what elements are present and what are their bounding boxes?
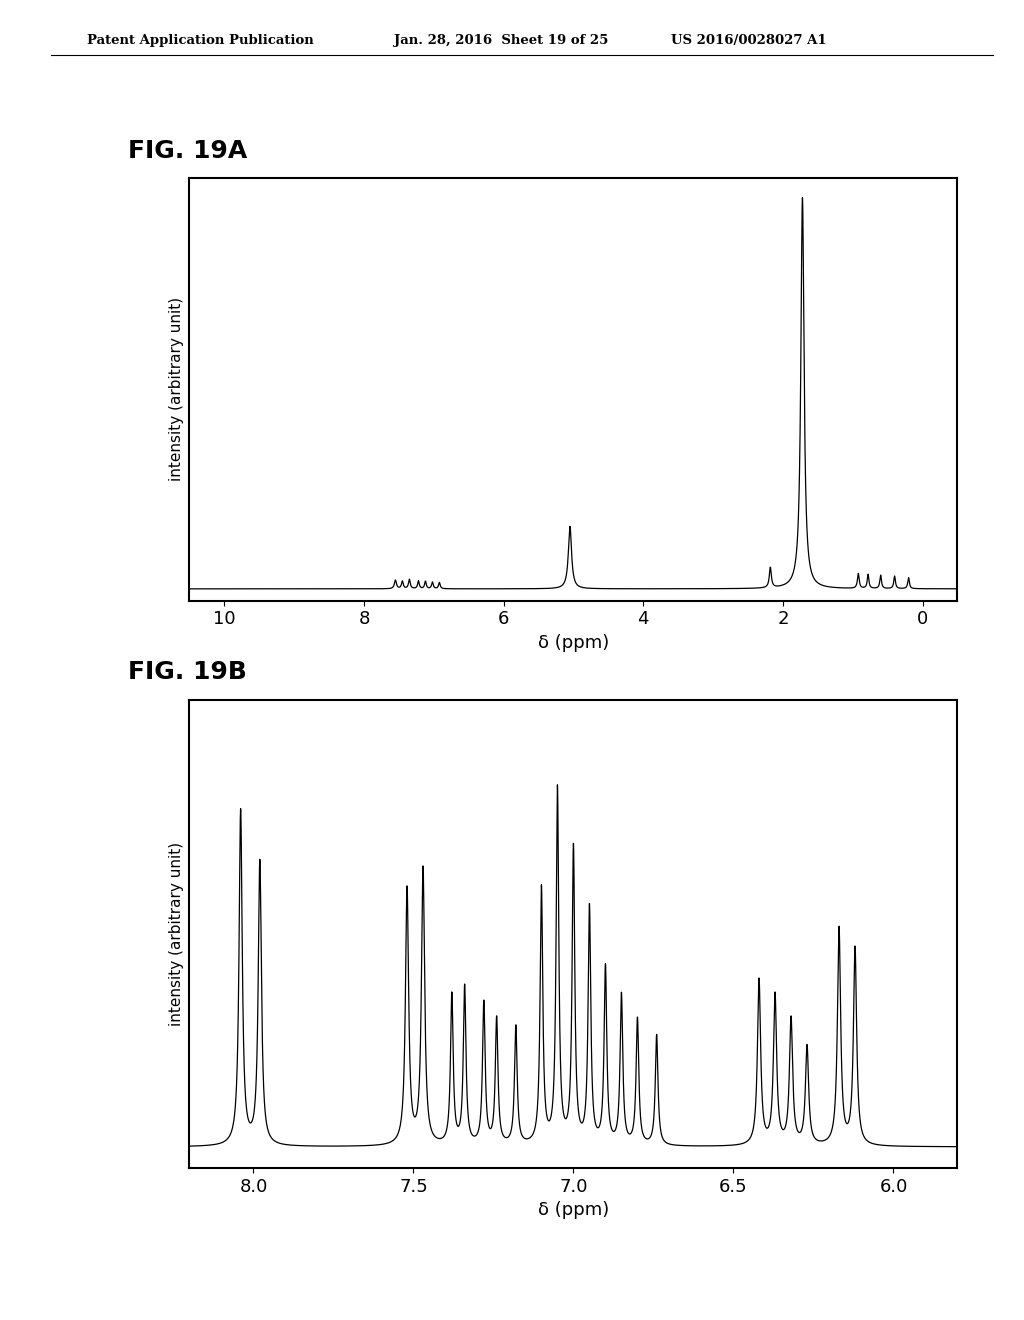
Y-axis label: intensity (arbitrary unit): intensity (arbitrary unit)	[169, 842, 184, 1026]
Text: FIG. 19B: FIG. 19B	[128, 660, 247, 684]
Text: FIG. 19A: FIG. 19A	[128, 139, 247, 162]
Text: US 2016/0028027 A1: US 2016/0028027 A1	[671, 34, 826, 48]
X-axis label: δ (ppm): δ (ppm)	[538, 634, 609, 652]
X-axis label: δ (ppm): δ (ppm)	[538, 1201, 609, 1220]
Text: Jan. 28, 2016  Sheet 19 of 25: Jan. 28, 2016 Sheet 19 of 25	[394, 34, 608, 48]
Y-axis label: intensity (arbitrary unit): intensity (arbitrary unit)	[169, 297, 184, 482]
Text: Patent Application Publication: Patent Application Publication	[87, 34, 313, 48]
